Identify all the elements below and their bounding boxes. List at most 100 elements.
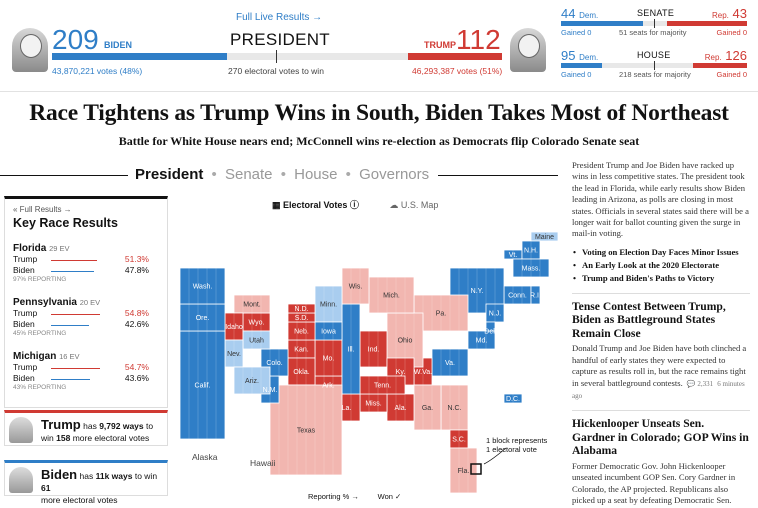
state-block[interactable] bbox=[431, 348, 469, 377]
state-block[interactable] bbox=[512, 258, 550, 278]
state-label: Utah bbox=[249, 338, 264, 345]
biden-thumbnail bbox=[9, 467, 33, 493]
state-block[interactable] bbox=[179, 267, 226, 305]
senate-summary[interactable]: 44 Dem. SENATE Rep. 43 Gained 0 51 seats… bbox=[561, 6, 747, 37]
story-summary: Former Democratic Gov. John Hickenlooper… bbox=[572, 460, 736, 506]
state-label: N.Y. bbox=[471, 288, 484, 295]
tab-house[interactable]: House bbox=[294, 166, 338, 183]
state-ev: 16 EV bbox=[59, 352, 80, 361]
house-gained-rep: Gained 0 bbox=[716, 70, 747, 79]
story-headline[interactable]: Tense Contest Between Trump, Biden as Ba… bbox=[572, 292, 750, 341]
candidate-name: Trump bbox=[13, 362, 38, 372]
candidate-name: Biden bbox=[13, 373, 35, 383]
state-block[interactable] bbox=[503, 393, 523, 404]
house-dem-count: 95 Dem. bbox=[561, 48, 599, 63]
tab-senate[interactable]: Senate bbox=[224, 166, 273, 183]
candidate-row: Trump 54.8% bbox=[13, 308, 161, 319]
biden-bar-fill bbox=[52, 53, 227, 60]
tab-separator: • bbox=[345, 166, 351, 183]
reporting-status: 97% REPORTING bbox=[13, 276, 67, 283]
comment-count[interactable]: 💬 2,331 bbox=[686, 379, 714, 388]
state-label: N.D. bbox=[295, 306, 309, 313]
state-block[interactable] bbox=[287, 303, 316, 314]
president-progress-bar bbox=[52, 50, 502, 63]
state-block[interactable] bbox=[413, 384, 442, 431]
state-label: N.C. bbox=[448, 405, 462, 412]
state-label: Ariz. bbox=[245, 378, 259, 385]
biden-paths-text: Biden has 11k ways to win 61 more elector… bbox=[41, 467, 158, 505]
race-pennsylvania[interactable]: Pennsylvania 20 EV Trump 54.8% Biden 42.6%… bbox=[13, 297, 161, 337]
biden-result-line bbox=[51, 271, 95, 272]
block-legend-note: 1 block represents 1 electoral vote bbox=[486, 436, 548, 454]
cartogram-cells bbox=[179, 231, 559, 494]
tab-president[interactable]: President bbox=[135, 166, 204, 183]
state-label: Ala. bbox=[394, 405, 406, 412]
state-label: S.D. bbox=[295, 315, 309, 322]
president-title: PRESIDENT bbox=[230, 30, 330, 49]
electoral-votes-option[interactable]: ▦ Electoral Votes ⓘ bbox=[272, 200, 359, 210]
race-florida[interactable]: Florida 29 EV Trump 51.3% Biden 47.8% 97% … bbox=[13, 243, 161, 283]
senate-rep-count: Rep. 43 bbox=[712, 6, 747, 21]
trump-electoral-votes: 112 bbox=[456, 24, 501, 55]
house-rep-count: Rep. 126 bbox=[704, 48, 747, 63]
state-block[interactable] bbox=[179, 330, 226, 440]
senate-dem-fill bbox=[561, 21, 643, 26]
related-link[interactable]: Trump and Biden's Paths to Victory bbox=[572, 272, 750, 285]
state-block[interactable] bbox=[269, 384, 343, 476]
related-link[interactable]: Voting on Election Day Faces Minor Issue… bbox=[572, 246, 750, 259]
state-block[interactable] bbox=[530, 231, 559, 242]
candidate-row: Biden 47.8% bbox=[13, 265, 161, 276]
full-results-link[interactable]: « Full Results → bbox=[13, 205, 72, 214]
race-state: Pennsylvania 20 EV bbox=[13, 297, 161, 308]
state-label: Conn. bbox=[508, 293, 527, 300]
state-block[interactable] bbox=[179, 303, 226, 332]
state-label: Mont. bbox=[243, 302, 261, 309]
state-block[interactable] bbox=[341, 267, 370, 305]
house-summary[interactable]: 95 Dem. HOUSE Rep. 126 Gained 0 218 seat… bbox=[561, 48, 747, 79]
story-headline[interactable]: Hickenlooper Unseats Sen. Gardner in Col… bbox=[572, 410, 750, 458]
state-label: Minn. bbox=[320, 302, 337, 309]
state-ev: 29 EV bbox=[49, 244, 70, 253]
trump-paths-text: Trump has 9,792 ways to win 158 more elec… bbox=[41, 417, 154, 443]
state-ev: 20 EV bbox=[79, 298, 101, 307]
biden-avatar bbox=[12, 28, 48, 72]
senate-rep-fill bbox=[667, 21, 747, 26]
trump-paths-card[interactable]: Trump has 9,792 ways to win 158 more elec… bbox=[4, 410, 168, 446]
biden-result-line bbox=[51, 379, 91, 380]
race-state: Florida 29 EV bbox=[13, 243, 161, 254]
state-block[interactable] bbox=[314, 285, 343, 323]
state-label: Maine bbox=[535, 234, 554, 241]
state-block[interactable] bbox=[233, 294, 271, 314]
electoral-cartogram[interactable]: Maine Vt. N.H. Mass. Conn. R.I. N.Y. Pa. N.J. Del… bbox=[176, 210, 560, 496]
biden-result-line bbox=[51, 325, 90, 326]
state-label: Wis. bbox=[349, 284, 363, 291]
main-headline[interactable]: Race Tightens as Trump Wins in South, Bi… bbox=[29, 100, 729, 126]
related-link[interactable]: An Early Look at the 2020 Electorate bbox=[572, 259, 750, 272]
state-label: Wyo. bbox=[249, 320, 265, 327]
candidate-name: Trump bbox=[13, 254, 38, 264]
state-label: S.C. bbox=[452, 437, 466, 444]
state-block[interactable] bbox=[359, 330, 388, 368]
full-live-results-link[interactable]: Full Live Results → bbox=[236, 12, 323, 23]
legend-block bbox=[470, 463, 482, 475]
biden-paths-card[interactable]: Biden has 11k ways to win 61 more elector… bbox=[4, 460, 168, 505]
key-race-results-panel: « Full Results → Key Race Results Florid… bbox=[4, 196, 168, 408]
won-legend: Won ✓ bbox=[377, 492, 402, 501]
state-block[interactable] bbox=[467, 330, 496, 350]
hawaii-label: Hawaii bbox=[250, 458, 276, 468]
race-state: Michigan 16 EV bbox=[13, 351, 161, 362]
state-label: Va. bbox=[445, 360, 455, 367]
state-label: Mich. bbox=[383, 293, 400, 300]
reporting-status: 43% REPORTING bbox=[13, 384, 67, 391]
state-block[interactable] bbox=[368, 276, 415, 314]
senate-bar bbox=[561, 19, 747, 28]
biden-label: BIDEN bbox=[104, 40, 133, 50]
senate-gained-dem: Gained 0 bbox=[561, 28, 592, 37]
us-map-option[interactable]: ☁ U.S. Map bbox=[389, 200, 439, 210]
house-bar bbox=[561, 61, 747, 70]
state-block[interactable] bbox=[233, 366, 271, 395]
state-block[interactable] bbox=[530, 285, 541, 305]
race-michigan[interactable]: Michigan 16 EV Trump 54.7% Biden 43.6% 43%… bbox=[13, 351, 161, 391]
state-block[interactable] bbox=[449, 447, 478, 494]
tab-governors[interactable]: Governors bbox=[359, 166, 430, 183]
